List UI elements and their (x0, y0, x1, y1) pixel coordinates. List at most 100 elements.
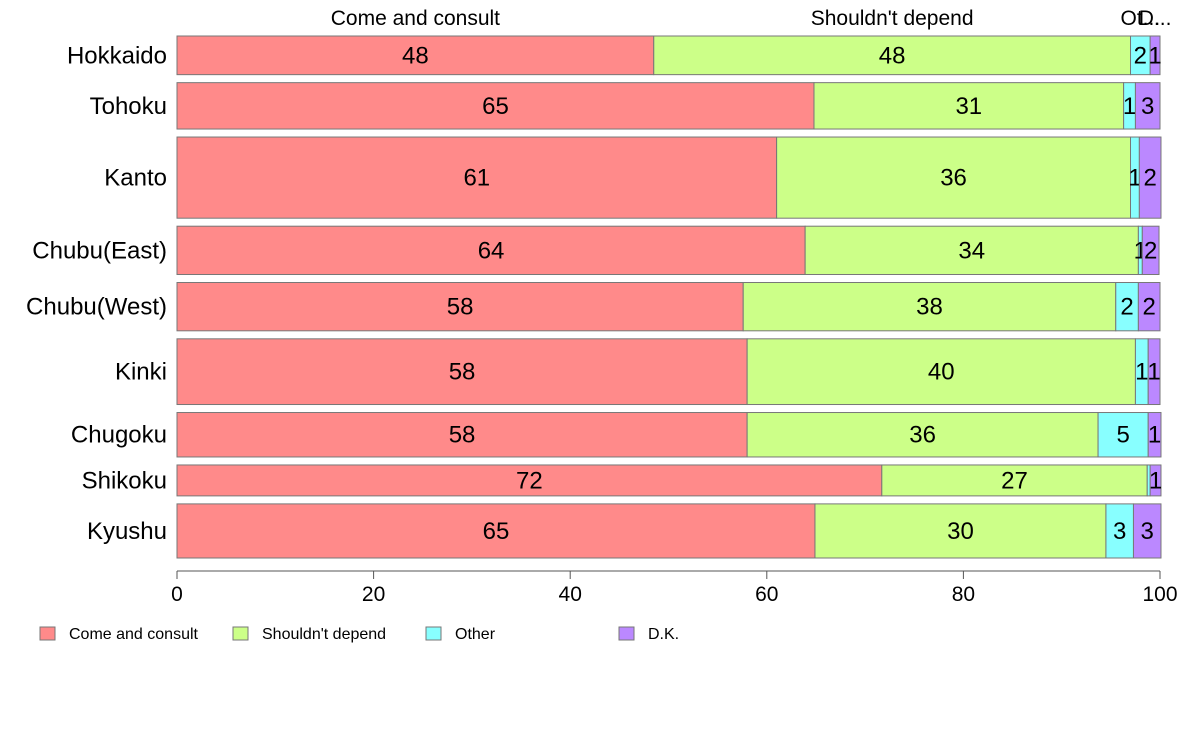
x-tick-label: 20 (362, 583, 385, 606)
legend-item: D.K. (618, 626, 679, 643)
data-label: 72 (516, 467, 543, 494)
bar-segment (746, 338, 1136, 406)
data-label: 34 (958, 237, 985, 264)
category-label: Chubu(West) (26, 294, 167, 321)
bar-segment (746, 412, 1099, 458)
top-series-label: Shouldn't depend (811, 7, 974, 30)
legend-swatch (425, 626, 442, 641)
chart-row: Kyushu 65 30 3 3 (87, 503, 1162, 559)
x-tick-label: 0 (171, 583, 183, 606)
category-label: Tohoku (90, 93, 167, 120)
bar-segment (881, 464, 1148, 497)
data-label: 1 (1149, 467, 1162, 494)
legend-item: Other (425, 626, 496, 643)
bar-segment (1141, 225, 1160, 276)
category-label: Kinki (115, 359, 167, 386)
bar-segment (176, 282, 744, 332)
data-label: 30 (947, 518, 974, 545)
data-label: 48 (402, 42, 429, 69)
legend-item: Come and consult (39, 626, 199, 643)
data-label: 2 (1120, 294, 1133, 321)
legend-swatch (39, 626, 56, 641)
bar-segment (1138, 136, 1162, 219)
legend-swatch (618, 626, 635, 641)
chart-row: Tohoku 65 31 1 3 (90, 82, 1161, 130)
legend-swatch (232, 626, 249, 641)
bar-segment (1149, 464, 1162, 497)
legend: Come and consult Shouldn't depend Other D.K… (39, 626, 679, 643)
legend-item: Shouldn't depend (232, 626, 386, 643)
top-category-labels: Come and consult Shouldn't depend Ot...D..… (331, 7, 1172, 30)
bar-segment (176, 136, 778, 219)
data-label: 61 (463, 165, 490, 192)
data-label: 2 (1144, 237, 1157, 264)
bar-segment (1147, 412, 1162, 458)
data-label: 64 (478, 237, 505, 264)
data-label: 1 (1147, 359, 1160, 386)
top-series-label: D... (1139, 7, 1172, 30)
data-label: 58 (447, 294, 474, 321)
bar-segment (1132, 503, 1162, 559)
data-label: 1 (1123, 93, 1136, 120)
bar-segment (176, 412, 748, 458)
data-label: 2 (1143, 165, 1156, 192)
category-label: Hokkaido (67, 42, 167, 69)
chart-row: Kinki 58 40 11 (115, 338, 1161, 406)
data-label: 1 (1128, 165, 1141, 192)
bar-segment (653, 35, 1132, 76)
data-label: 27 (1001, 467, 1028, 494)
data-label: 48 (879, 42, 906, 69)
category-label: Shikoku (82, 467, 167, 494)
data-label: 3 (1141, 518, 1154, 545)
data-label: 40 (928, 359, 955, 386)
chart-row: Chugoku 58 36 5 1 (71, 412, 1162, 458)
bar-segment (804, 225, 1139, 276)
data-label: 1 (1148, 422, 1161, 449)
data-label: 5 (1116, 422, 1129, 449)
data-label: 58 (449, 359, 476, 386)
data-label: 36 (940, 165, 967, 192)
x-tick-label: 60 (755, 583, 778, 606)
bar-segment (176, 338, 748, 406)
bar-segment (1149, 35, 1161, 76)
bar-segment (1147, 338, 1161, 406)
bar-segment (742, 282, 1117, 332)
data-label: 58 (449, 422, 476, 449)
bar-segment (176, 82, 815, 130)
data-label: 1 (1135, 359, 1148, 386)
legend-label: Come and consult (69, 626, 199, 643)
data-label: 38 (916, 294, 943, 321)
data-label: 2 (1134, 42, 1147, 69)
top-series-label: Come and consult (331, 7, 500, 30)
data-label: 3 (1141, 93, 1154, 120)
legend-label: Shouldn't depend (262, 626, 386, 643)
legend-label: Other (455, 626, 496, 643)
category-label: Kanto (104, 165, 167, 192)
data-label: 65 (482, 93, 509, 120)
chart-row: Chubu(West) 58 38 2 2 (26, 282, 1161, 332)
data-label: 36 (909, 422, 936, 449)
x-tick-label: 100 (1142, 583, 1177, 606)
x-tick-label: 40 (559, 583, 582, 606)
bar-segment (776, 136, 1132, 219)
bar-segment (814, 503, 1107, 559)
chart-row: Chubu(East) 64 34 12 (32, 225, 1160, 276)
data-label: 31 (955, 93, 982, 120)
bar-segment (176, 225, 806, 276)
chart-row: Kanto 61 36 1 2 (104, 136, 1162, 219)
bar-segment (1134, 82, 1161, 130)
chart-row: Shikoku 72 27 1 (82, 464, 1162, 497)
top-series-label: Ot... (1120, 7, 1160, 30)
data-label: 3 (1113, 518, 1126, 545)
data-label: 1 (1148, 42, 1161, 69)
legend-label: D.K. (648, 626, 679, 643)
bar-segment (176, 503, 816, 559)
x-axis: 0 20 40 60 80 100 (171, 570, 1178, 606)
x-tick-label: 80 (952, 583, 975, 606)
bar-segment (1097, 412, 1149, 458)
category-label: Chubu(East) (32, 237, 167, 264)
data-label: 2 (1143, 294, 1156, 321)
category-label: Kyushu (87, 518, 167, 545)
